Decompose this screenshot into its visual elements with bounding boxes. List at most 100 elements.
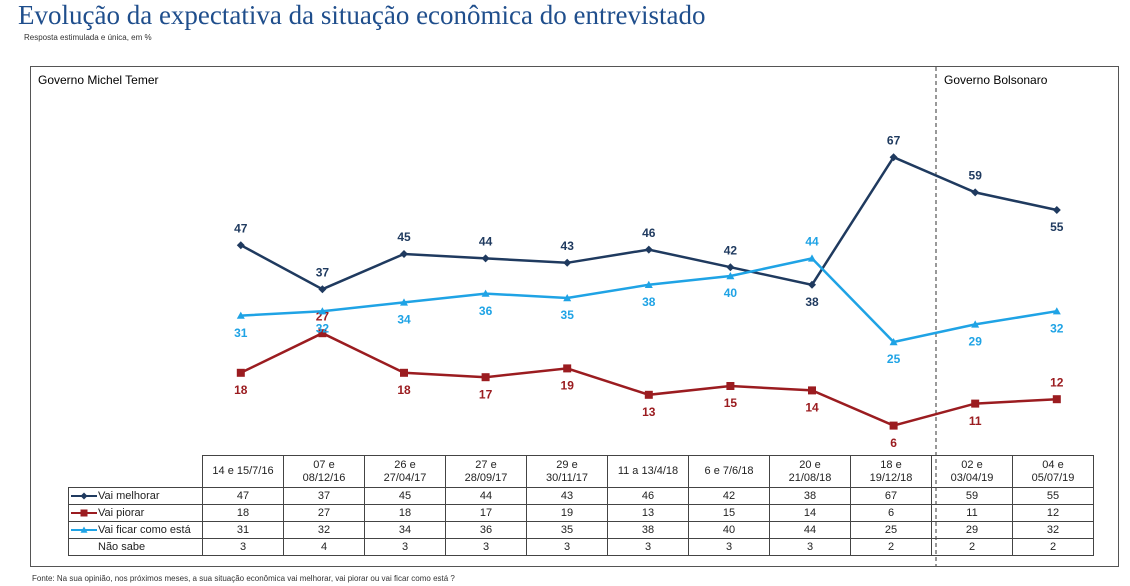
data-label: 11 xyxy=(969,414,982,428)
table-cell: 4 xyxy=(283,538,365,556)
marker xyxy=(563,364,572,373)
table-cell: 31 xyxy=(202,521,284,539)
table-cell: 42 xyxy=(688,487,770,505)
marker xyxy=(400,250,408,258)
data-label: 19 xyxy=(561,379,575,393)
legend-icon xyxy=(71,542,97,552)
data-label: 13 xyxy=(642,405,656,419)
table-cell: 44 xyxy=(769,521,851,539)
table-cell: 38 xyxy=(769,487,851,505)
data-label: 44 xyxy=(479,235,493,249)
row-name: Vai ficar como está xyxy=(98,523,191,536)
table-cell: 3 xyxy=(364,538,446,556)
blank-cell xyxy=(69,456,203,488)
table-cell: 19 xyxy=(526,504,608,522)
category-cell: 02 e 03/04/19 xyxy=(931,455,1013,488)
data-label: 17 xyxy=(479,387,493,401)
table-cell: 32 xyxy=(283,521,365,539)
table-cell: 27 xyxy=(283,504,365,522)
table-cell: 55 xyxy=(1012,487,1094,505)
frame xyxy=(30,66,1119,567)
marker xyxy=(808,280,816,289)
data-label: 12 xyxy=(1050,375,1064,389)
table-cell: 59 xyxy=(931,487,1013,505)
category-cell: 26 e 27/04/17 xyxy=(364,455,446,488)
data-label: 46 xyxy=(642,226,656,240)
marker xyxy=(236,241,245,250)
data-label: 59 xyxy=(969,169,983,183)
table-cell: 37 xyxy=(283,487,365,505)
marker xyxy=(889,421,898,430)
data-label: 27 xyxy=(316,309,330,323)
marker xyxy=(400,368,408,377)
marker xyxy=(1052,307,1061,315)
row-name: Vai melhorar xyxy=(98,489,160,502)
table-cell: 3 xyxy=(445,538,527,556)
marker xyxy=(318,329,327,338)
table-cell: 40 xyxy=(688,521,770,539)
table-cell: 43 xyxy=(526,487,608,505)
table-cell: 3 xyxy=(769,538,851,556)
data-table: 14 e 15/7/16 07 e 08/12/16 26 e 27/04/17 27… xyxy=(68,455,1094,556)
row-name: Vai piorar xyxy=(98,506,145,519)
table-cell: 32 xyxy=(1012,521,1094,539)
marker xyxy=(726,382,735,390)
series-line xyxy=(240,155,1058,291)
table-cell: 44 xyxy=(445,487,527,505)
data-label: 35 xyxy=(561,308,575,322)
data-label: 44 xyxy=(805,235,819,249)
data-label: 15 xyxy=(724,396,738,410)
footnote: Fonte: Na sua opinião, nos próximos mese… xyxy=(32,574,455,583)
table-cell: 14 xyxy=(769,504,851,522)
table-row: Não sabe 3 4 3 3 3 3 3 3 2 2 2 xyxy=(68,538,1094,556)
table-cell: 13 xyxy=(607,504,689,522)
data-label: 36 xyxy=(479,304,493,318)
marker xyxy=(808,254,816,262)
marker xyxy=(481,373,490,382)
data-label: 43 xyxy=(561,239,575,253)
legend-entry: Não sabe xyxy=(68,538,203,556)
data-label: 29 xyxy=(969,335,983,349)
table-cell: 6 xyxy=(850,504,932,522)
row-name: Não sabe xyxy=(98,540,146,553)
data-label: 18 xyxy=(397,383,411,397)
data-label: 38 xyxy=(805,295,819,309)
data-label: 37 xyxy=(316,265,330,279)
marker xyxy=(726,263,735,272)
table-cell: 3 xyxy=(607,538,689,556)
table-cell: 2 xyxy=(931,538,1013,556)
marker xyxy=(971,320,980,328)
marker xyxy=(481,254,490,263)
legend-entry: Vai ficar como está xyxy=(68,521,203,539)
data-label: 67 xyxy=(887,133,901,147)
marker xyxy=(80,509,88,517)
table-cell: 45 xyxy=(364,487,446,505)
category-cell: 29 e 30/11/17 xyxy=(526,455,608,488)
table-header: 14 e 15/7/16 07 e 08/12/16 26 e 27/04/17 27… xyxy=(69,455,1094,488)
table-cell: 18 xyxy=(202,504,284,522)
category-cell: 07 e 08/12/16 xyxy=(283,455,365,488)
data-label: 42 xyxy=(724,243,738,257)
table-cell: 38 xyxy=(607,521,689,539)
table-row: Vai piorar 18 27 18 17 19 13 15 14 6 11 12 xyxy=(68,504,1094,522)
table-cell: 3 xyxy=(526,538,608,556)
marker xyxy=(726,272,735,280)
marker xyxy=(563,258,572,267)
data-label: 45 xyxy=(397,230,411,244)
category-cell: 27 e 28/09/17 xyxy=(445,455,527,488)
category-cell: 20 e 21/08/18 xyxy=(769,455,851,488)
table-cell: 2 xyxy=(1012,538,1094,556)
data-label: 25 xyxy=(887,352,901,366)
legend-icon xyxy=(71,526,97,533)
data-label: 40 xyxy=(724,286,738,300)
data-label: 32 xyxy=(316,321,330,335)
marker xyxy=(971,399,980,408)
table-row: Vai melhorar 47 37 45 44 43 46 42 38 67 59 55 xyxy=(68,487,1094,505)
table-cell: 17 xyxy=(445,504,527,522)
marker xyxy=(236,368,245,377)
legend-icon xyxy=(71,509,97,517)
table-cell: 67 xyxy=(850,487,932,505)
marker xyxy=(644,390,653,399)
table-cell: 35 xyxy=(526,521,608,539)
